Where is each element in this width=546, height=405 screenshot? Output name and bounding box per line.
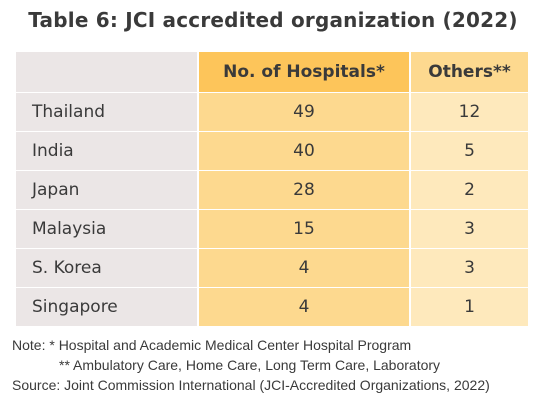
header-country	[16, 52, 199, 93]
country-cell: Singapore	[16, 287, 199, 327]
table-row: India 40 5	[16, 131, 528, 171]
header-hospitals: No. of Hospitals*	[198, 52, 411, 93]
note-others: ** Ambulatory Care, Home Care, Long Term…	[59, 357, 441, 373]
source-note: Source: Joint Commission International (…	[12, 377, 490, 393]
others-cell: 5	[410, 131, 528, 171]
country-cell: India	[16, 131, 199, 171]
table-row: Japan 28 2	[16, 170, 528, 210]
note-hospitals: Note: * Hospital and Academic Medical Ce…	[12, 337, 412, 353]
table-row: Thailand 49 12	[16, 92, 528, 132]
table-title: Table 6: JCI accredited organization (20…	[28, 8, 518, 32]
hospitals-cell: 28	[198, 170, 411, 210]
table-row: Malaysia 15 3	[16, 209, 528, 249]
country-cell: Malaysia	[16, 209, 199, 249]
hospitals-cell: 4	[198, 287, 411, 327]
jci-table: No. of Hospitals* Others** Thailand 49 1…	[16, 52, 528, 327]
hospitals-cell: 40	[198, 131, 411, 171]
header-others: Others**	[410, 52, 528, 93]
table-row: S. Korea 4 3	[16, 248, 528, 288]
others-cell: 3	[410, 248, 528, 288]
hospitals-cell: 4	[198, 248, 411, 288]
header-row: No. of Hospitals* Others**	[16, 52, 528, 93]
table-row: Singapore 4 1	[16, 287, 528, 327]
table-notes: Note: * Hospital and Academic Medical Ce…	[12, 335, 490, 395]
hospitals-cell: 15	[198, 209, 411, 249]
hospitals-cell: 49	[198, 92, 411, 132]
country-cell: Japan	[16, 170, 199, 210]
country-cell: Thailand	[16, 92, 199, 132]
country-cell: S. Korea	[16, 248, 199, 288]
others-cell: 3	[410, 209, 528, 249]
others-cell: 1	[410, 287, 528, 327]
others-cell: 2	[410, 170, 528, 210]
others-cell: 12	[410, 92, 528, 132]
